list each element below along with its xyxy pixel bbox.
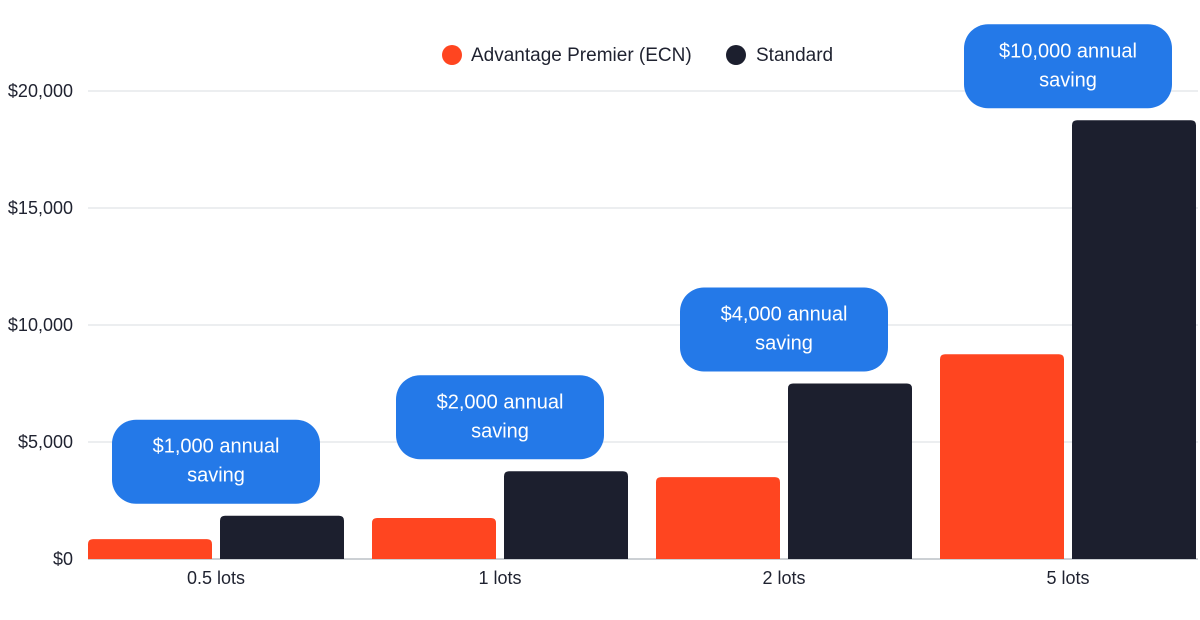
x-axis-categories: 0.5 lots 1 lots 2 lots 5 lots <box>187 568 1090 588</box>
category-label: 1 lots <box>478 568 521 588</box>
bar-standard <box>504 471 628 559</box>
saving-bubble-background <box>680 287 888 372</box>
bars <box>88 120 1196 559</box>
saving-bubble: $1,000 annual saving <box>112 419 320 504</box>
bar-standard <box>1072 120 1196 559</box>
y-tick-label: $0 <box>53 549 73 569</box>
saving-bubble-text: $10,000 annual <box>999 40 1137 62</box>
bar-advantage-premier <box>656 477 780 559</box>
saving-bubble-text: saving <box>755 333 813 355</box>
saving-bubble-text: saving <box>471 420 529 442</box>
bar-advantage-premier <box>88 539 212 559</box>
legend-item: Standard <box>726 45 833 66</box>
saving-bubble-text: $2,000 annual <box>437 391 564 413</box>
bar-standard <box>220 515 344 559</box>
legend-swatch <box>726 45 746 65</box>
y-axis-ticks: $0 $5,000 $10,000 $15,000 $20,000 <box>8 81 73 569</box>
y-tick-label: $5,000 <box>18 432 73 452</box>
saving-bubble: $2,000 annual saving <box>396 375 604 460</box>
category-label: 0.5 lots <box>187 568 245 588</box>
saving-bubble-text: $1,000 annual <box>153 436 280 458</box>
bar-standard <box>788 383 912 559</box>
saving-bubble-text: saving <box>1039 69 1097 91</box>
saving-bubble-background <box>396 375 604 460</box>
legend-item: Advantage Premier (ECN) <box>442 45 692 66</box>
category-label: 5 lots <box>1046 568 1089 588</box>
saving-bubble: $4,000 annual saving <box>680 287 888 372</box>
legend-label: Advantage Premier (ECN) <box>471 45 692 66</box>
legend-label: Standard <box>756 45 833 66</box>
y-tick-label: $20,000 <box>8 81 73 101</box>
saving-bubble-text: saving <box>187 465 245 487</box>
saving-bubble-background <box>112 419 320 504</box>
saving-bubble-background <box>964 24 1172 109</box>
y-tick-label: $10,000 <box>8 315 73 335</box>
saving-bubble: $10,000 annual saving <box>964 24 1172 109</box>
legend: Advantage Premier (ECN) Standard <box>442 45 833 66</box>
saving-bubble-text: $4,000 annual <box>721 304 848 326</box>
bar-advantage-premier <box>940 354 1064 559</box>
category-label: 2 lots <box>762 568 805 588</box>
y-tick-label: $15,000 <box>8 198 73 218</box>
bar-advantage-premier <box>372 518 496 559</box>
legend-swatch <box>442 45 462 65</box>
